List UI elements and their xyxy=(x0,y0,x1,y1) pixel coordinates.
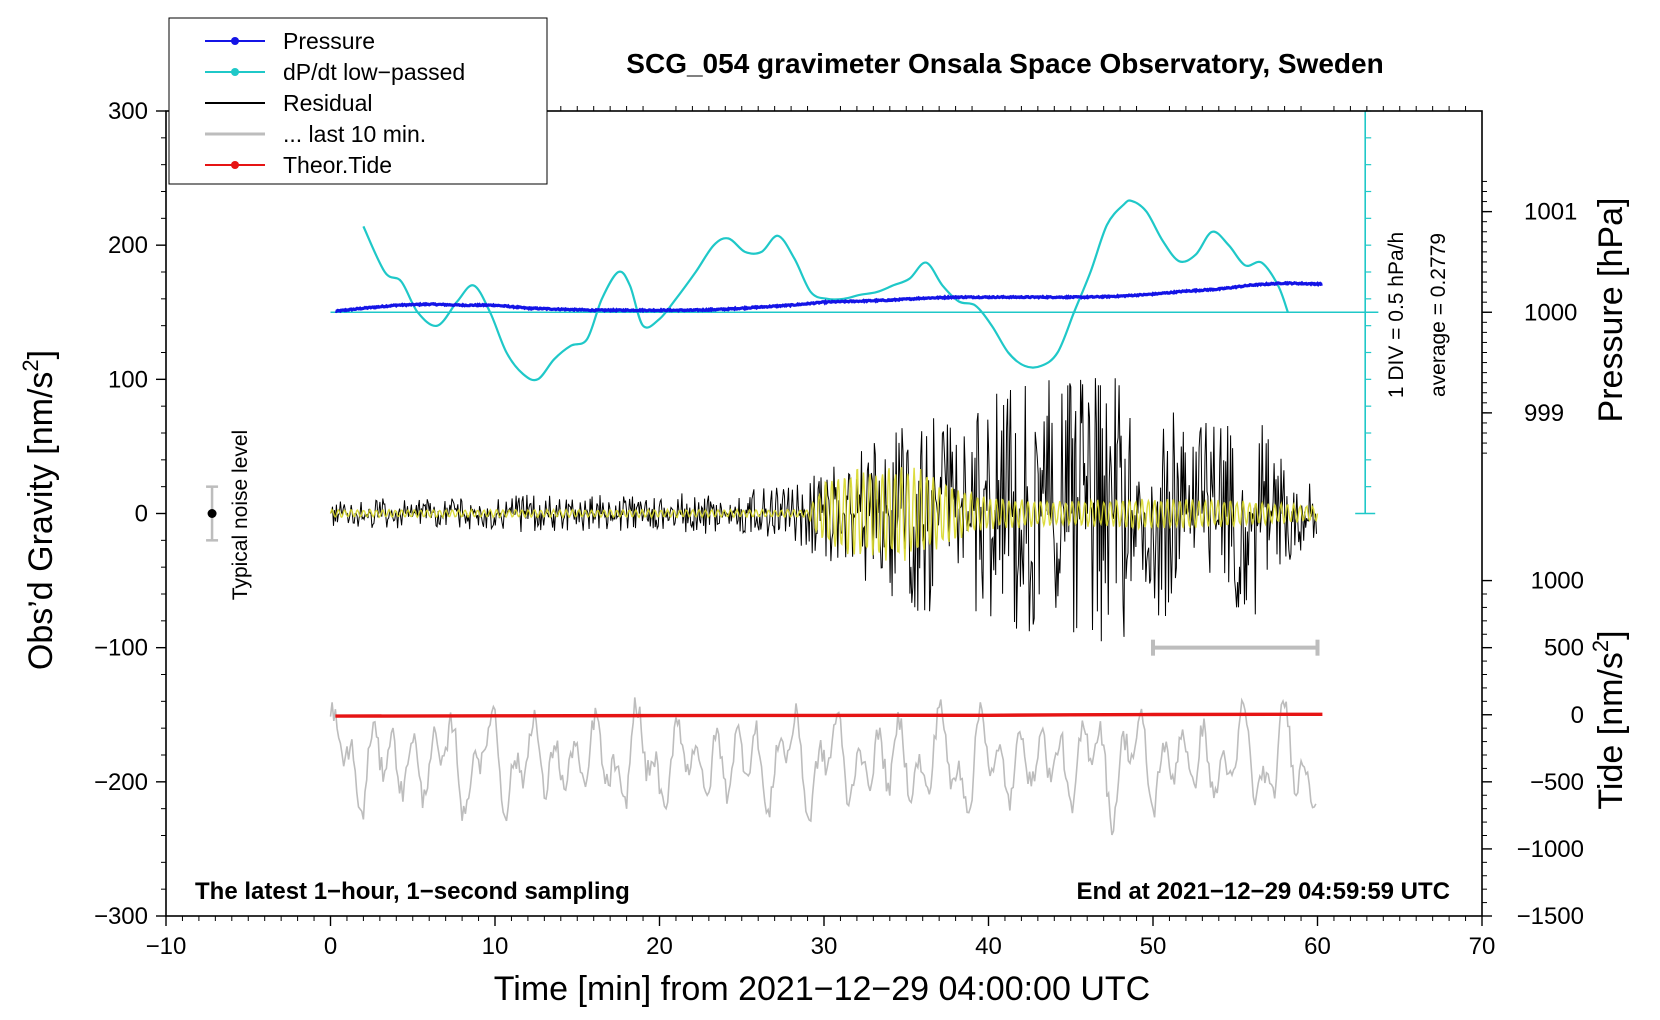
filtered-wave-line xyxy=(329,467,1319,561)
x-tick-label: 20 xyxy=(646,933,673,960)
note-sampling: The latest 1−hour, 1−second sampling xyxy=(195,878,630,905)
y-tick-label: −300 xyxy=(94,903,148,930)
y-tick-label: −100 xyxy=(94,635,148,662)
legend-box xyxy=(168,17,548,185)
legend-marker xyxy=(231,161,239,169)
y-axis-left-label: Obs’d Gravity [nm/s2] xyxy=(18,350,60,670)
pressure-tick-label: 999 xyxy=(1524,400,1564,427)
y-axis-tide: 1000 500 0 −500 −1000 −1500 xyxy=(1482,568,1584,930)
y-tick-label: 300 xyxy=(108,98,148,125)
y-tick-label: −200 xyxy=(94,769,148,796)
y-axis-tide-label-close: ] xyxy=(1592,630,1630,639)
x-tick-label: 40 xyxy=(975,933,1002,960)
tide-tick-label: −500 xyxy=(1530,769,1584,796)
tide-line xyxy=(335,712,1323,718)
dpdt-line xyxy=(362,199,1289,382)
y-axis-left-label-close: ] xyxy=(22,350,60,359)
tide-tick-label: 1000 xyxy=(1531,568,1584,595)
x-tick-label: 50 xyxy=(1140,933,1167,960)
legend-label: dP/dt low−passed xyxy=(283,59,465,85)
pressure-tick-label: 1000 xyxy=(1524,299,1577,326)
legend-label: Pressure xyxy=(283,28,375,54)
y-tick-label: 0 xyxy=(135,501,148,528)
tide-tick-label: −1000 xyxy=(1517,836,1584,863)
x-tick-label: 30 xyxy=(811,933,838,960)
tide-tick-label: 500 xyxy=(1544,635,1584,662)
dpdt-div-label: 1 DIV = 0.5 hPa/h xyxy=(1385,232,1408,398)
y-axis-left-label-main: Obs’d Gravity [nm/s xyxy=(22,372,60,671)
tide-tick-label: −1500 xyxy=(1517,903,1584,930)
x-tick-label: 60 xyxy=(1304,933,1331,960)
y-axis-tide-label-sup: 2 xyxy=(1588,640,1613,652)
y-tick-label: 200 xyxy=(108,232,148,259)
note-end-time: End at 2021−12−29 04:59:59 UTC xyxy=(1076,878,1450,905)
y-axis-pressure-label: Pressure [hPa] xyxy=(1592,198,1630,423)
x-axis: −10 0 10 20 30 40 50 60 70 xyxy=(146,106,1496,960)
y-axis-left-label-sup: 2 xyxy=(18,359,43,371)
y-tick-label: 100 xyxy=(108,366,148,393)
x-tick-label: −10 xyxy=(146,933,187,960)
y-axis-left: 300 200 100 0 −100 −200 −300 xyxy=(94,98,166,930)
y-axis-tide-label-main: Tide [nm/s xyxy=(1592,652,1630,809)
legend-label: Residual xyxy=(283,90,373,116)
legend: Pressure dP/dt low−passed Residual ... last… xyxy=(168,17,548,185)
x-tick-label: 0 xyxy=(324,933,337,960)
chart-title: SCG_054 gravimeter Onsala Space Observat… xyxy=(626,48,1383,79)
legend-marker xyxy=(231,68,239,76)
x-tick-label: 70 xyxy=(1469,933,1496,960)
y-axis-pressure: 1001 1000 999 xyxy=(1482,180,1577,454)
pressure-line xyxy=(334,280,1323,314)
last-10-min-line xyxy=(329,697,1317,836)
legend-label: Theor.Tide xyxy=(283,152,392,178)
x-tick-label: 10 xyxy=(482,933,509,960)
x-axis-label: Time [min] from 2021−12−29 04:00:00 UTC xyxy=(494,970,1150,1008)
legend-label: ... last 10 min. xyxy=(283,121,426,147)
noise-bar-dot xyxy=(207,509,217,518)
tide-tick-label: 0 xyxy=(1571,702,1584,729)
y-axis-tide-label: Tide [nm/s2] xyxy=(1588,630,1630,809)
noise-level-label: Typical noise level xyxy=(229,430,252,600)
pressure-tick-label: 1001 xyxy=(1524,199,1577,226)
legend-marker xyxy=(231,37,239,45)
dpdt-average-label: average = 0.2779 xyxy=(1427,233,1450,397)
